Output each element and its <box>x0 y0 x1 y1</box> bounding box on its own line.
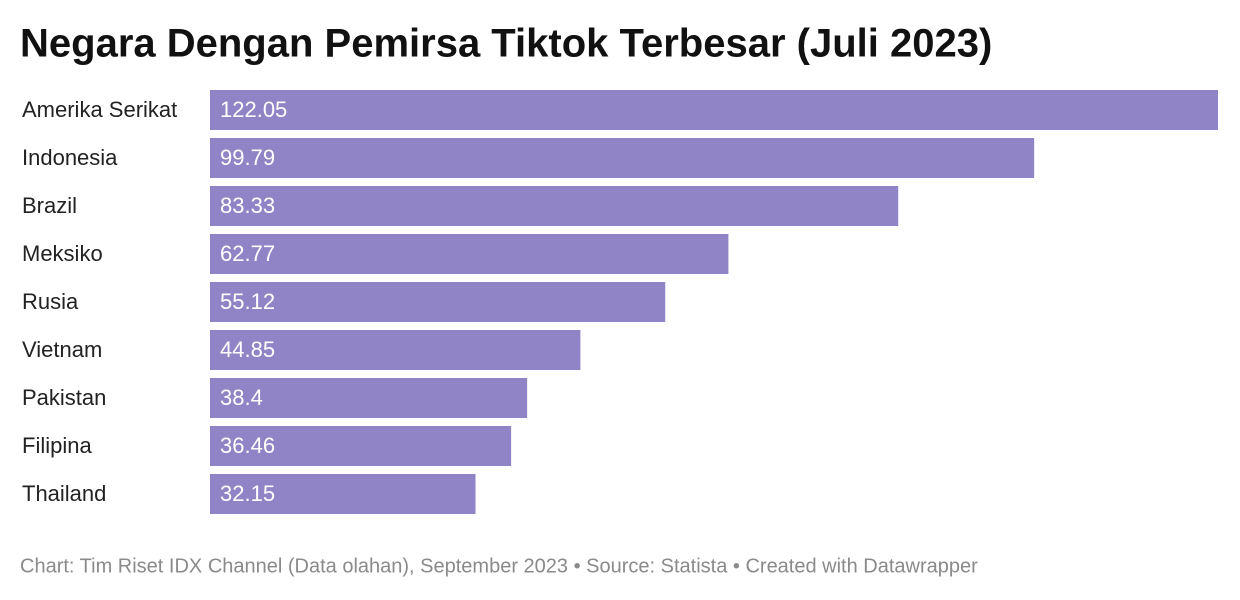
category-label: Rusia <box>22 289 79 314</box>
value-label: 55.12 <box>220 289 275 314</box>
category-label: Brazil <box>22 193 77 218</box>
value-label: 32.15 <box>220 481 275 506</box>
value-label: 36.46 <box>220 433 275 458</box>
category-label: Amerika Serikat <box>22 97 177 122</box>
bar <box>210 90 1218 130</box>
value-label: 44.85 <box>220 337 275 362</box>
bar <box>210 186 899 226</box>
bar <box>210 426 512 466</box>
bar <box>210 138 1035 178</box>
value-label: 38.4 <box>220 385 263 410</box>
bar <box>210 234 729 274</box>
value-label: 83.33 <box>220 193 275 218</box>
bar <box>210 330 581 370</box>
bar <box>210 282 666 322</box>
chart-title: Negara Dengan Pemirsa Tiktok Terbesar (J… <box>20 22 992 66</box>
bar <box>210 378 528 418</box>
bar <box>210 474 476 514</box>
category-label: Pakistan <box>22 385 106 410</box>
value-label: 99.79 <box>220 145 275 170</box>
value-label: 122.05 <box>220 97 287 122</box>
category-label: Vietnam <box>22 337 102 362</box>
category-label: Meksiko <box>22 241 103 266</box>
category-label: Filipina <box>22 433 92 458</box>
value-label: 62.77 <box>220 241 275 266</box>
category-label: Thailand <box>22 481 106 506</box>
chart-source: Chart: Tim Riset IDX Channel (Data olaha… <box>20 555 978 577</box>
category-label: Indonesia <box>22 145 118 170</box>
